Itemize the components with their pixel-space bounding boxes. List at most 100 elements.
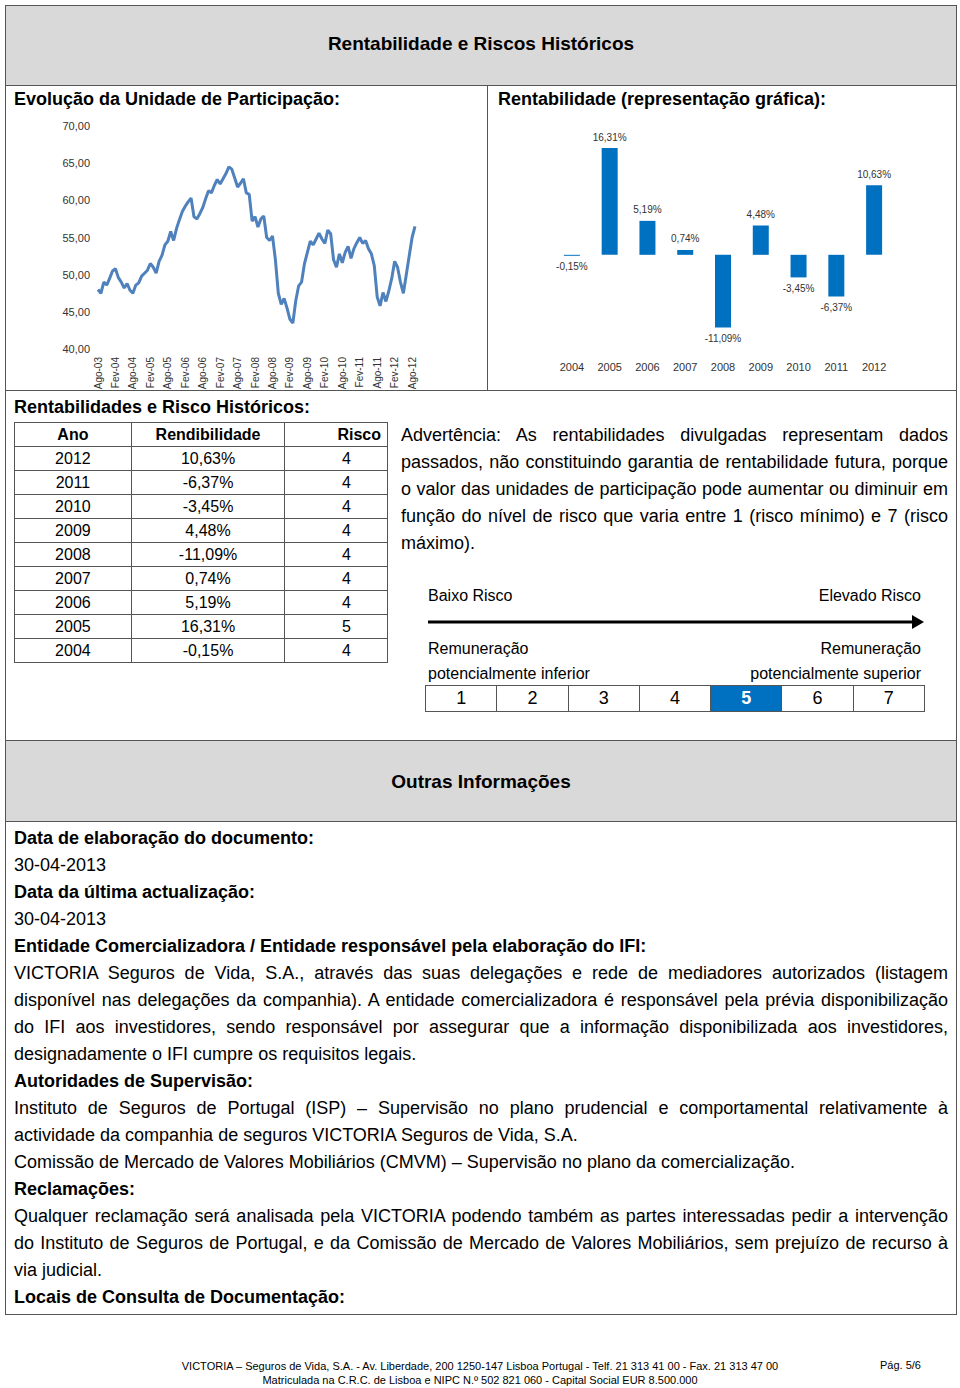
html-text:Pág. 5/6: Pág. 5/6 — [880, 1359, 921, 1371]
svg-text:65,00: 65,00 — [62, 157, 90, 169]
html-text:Evolução da Unidade de Partici: Evolução da Unidade de Participação: — [14, 89, 341, 109]
html-text:2004: 2004 — [55, 641, 91, 659]
svg-text:Fev-07: Fev-07 — [215, 357, 226, 389]
html-text:30-04-2013: 30-04-2013 — [14, 909, 107, 929]
svg-text:Ago-05: Ago-05 — [162, 357, 173, 390]
html-text:-11,09%: -11,09% — [178, 545, 238, 563]
html-text:-3,45%: -3,45% — [182, 497, 234, 515]
svg-text:Fev-04: Fev-04 — [110, 357, 121, 389]
svg-text:Fev-08: Fev-08 — [250, 357, 261, 389]
svg-text:Fev-06: Fev-06 — [180, 357, 191, 389]
html-text:Ano: Ano — [57, 425, 89, 443]
html-text:2006: 2006 — [55, 593, 91, 611]
svg-text:Ago-11: Ago-11 — [372, 357, 383, 389]
html-text:3: 3 — [598, 688, 609, 708]
svg-text:-3,45%: -3,45% — [783, 283, 815, 294]
svg-text:10,63%: 10,63% — [857, 169, 891, 180]
html-text:VICTORIA – Seguros de Vida, S.: VICTORIA – Seguros de Vida, S.A. - Av. L… — [181, 1360, 779, 1372]
svg-text:16,31%: 16,31% — [593, 132, 627, 143]
svg-text:Fev-11: Fev-11 — [354, 357, 365, 388]
html-text:6: 6 — [812, 688, 823, 708]
html-text:2012: 2012 — [55, 449, 91, 467]
html-text:4: 4 — [342, 449, 351, 467]
html-text:Locais de Consulta de Document: Locais de Consulta de Documentação: — [14, 1287, 346, 1307]
html-text:2005: 2005 — [55, 617, 91, 635]
html-text:Autoridades de Supervisão:: Autoridades de Supervisão: — [14, 1071, 254, 1091]
html-text:Elevado Risco: Elevado Risco — [818, 587, 921, 604]
svg-text:4,48%: 4,48% — [747, 209, 775, 220]
html-text:Matriculada na C.R.C. de Lisbo: Matriculada na C.R.C. de Lisboa e NIPC N… — [262, 1374, 698, 1386]
html-text:Entidade Comercializadora / En: Entidade Comercializadora / Entidade res… — [14, 936, 647, 956]
html-text:-6,37%: -6,37% — [182, 473, 234, 491]
html-text:Reclamações:: Reclamações: — [14, 1179, 136, 1199]
html-text:2011: 2011 — [55, 473, 91, 491]
svg-text:2006: 2006 — [635, 361, 659, 373]
html-text:VICTORIA Seguros de Vida, S.A.: VICTORIA Seguros de Vida, S.A., através … — [14, 963, 948, 1064]
html-text:Risco: Risco — [337, 425, 381, 443]
html-text:Baixo Risco: Baixo Risco — [428, 587, 513, 604]
html-text:2007: 2007 — [55, 569, 91, 587]
svg-text:2012: 2012 — [862, 361, 886, 373]
html-text:Data da última actualização:: Data da última actualização: — [14, 882, 256, 902]
html-text:0,74%: 0,74% — [185, 569, 231, 587]
html-text:2: 2 — [527, 688, 538, 708]
html-text:Qualquer reclamação será anali: Qualquer reclamação será analisada pela … — [14, 1206, 948, 1280]
html-text:4: 4 — [342, 497, 351, 515]
svg-text:Ago-10: Ago-10 — [337, 357, 348, 390]
svg-text:-0,15%: -0,15% — [556, 261, 588, 272]
svg-text:5,19%: 5,19% — [633, 204, 661, 215]
svg-text:60,00: 60,00 — [62, 194, 90, 206]
svg-text:Fev-12: Fev-12 — [389, 357, 400, 389]
html-text:Advertência: As rentabilidades: Advertência: As rentabilidades divulgada… — [401, 425, 948, 553]
svg-text:Fev-05: Fev-05 — [145, 357, 156, 389]
html-text:5,19%: 5,19% — [185, 593, 231, 611]
html-text:-0,15%: -0,15% — [182, 641, 234, 659]
svg-text:55,00: 55,00 — [62, 232, 90, 244]
svg-text:Ago-09: Ago-09 — [302, 357, 313, 390]
html-text:Comissão de Mercado de Valores: Comissão de Mercado de Valores Mobiliári… — [14, 1152, 795, 1172]
html-text:Remuneração potencialmente sup: Remuneração potencialmente superior — [750, 640, 921, 682]
html-text:5: 5 — [741, 688, 752, 708]
html-text:10,63%: 10,63% — [180, 449, 236, 467]
svg-text:Ago-06: Ago-06 — [197, 357, 208, 390]
html-text:4: 4 — [342, 473, 351, 491]
html-text:2009: 2009 — [55, 521, 91, 539]
html-text:4,48%: 4,48% — [185, 521, 231, 539]
svg-text:2007: 2007 — [673, 361, 697, 373]
html-text:1: 1 — [456, 688, 467, 708]
svg-text:-6,37%: -6,37% — [820, 302, 852, 313]
html-text:2008: 2008 — [55, 545, 91, 563]
svg-text:45,00: 45,00 — [62, 306, 90, 318]
svg-text:Ago-07: Ago-07 — [232, 357, 243, 390]
svg-text:2011: 2011 — [825, 361, 849, 373]
svg-text:0,74%: 0,74% — [671, 233, 699, 244]
html-text:Data de elaboração do document: Data de elaboração do documento: — [14, 828, 315, 848]
svg-text:50,00: 50,00 — [62, 269, 90, 281]
html-text:2010: 2010 — [55, 497, 91, 515]
html-text:16,31%: 16,31% — [180, 617, 236, 635]
svg-text:Fev-09: Fev-09 — [284, 357, 295, 389]
svg-text:-11,09%: -11,09% — [705, 333, 742, 344]
html-text:Rendibilidade: Rendibilidade — [155, 425, 261, 443]
svg-text:40,00: 40,00 — [62, 343, 90, 355]
svg-text:2005: 2005 — [597, 361, 621, 373]
html-text:Remuneração potencialmente inf: Remuneração potencialmente inferior — [428, 640, 590, 682]
svg-text:2009: 2009 — [749, 361, 773, 373]
svg-text:2008: 2008 — [711, 361, 735, 373]
html-text:30-04-2013: 30-04-2013 — [14, 855, 107, 875]
html-text:Outras Informações: Outras Informações — [391, 771, 571, 792]
svg-text:Ago-12: Ago-12 — [407, 357, 418, 390]
html-text:Instituto de Seguros de Portug: Instituto de Seguros de Portugal (ISP) –… — [14, 1098, 948, 1145]
svg-text:2010: 2010 — [786, 361, 810, 373]
html-text:4: 4 — [670, 688, 680, 708]
svg-text:Fev-10: Fev-10 — [319, 357, 330, 389]
html-text:Rentabilidades e Risco Históri: Rentabilidades e Risco Históricos: — [14, 397, 311, 417]
svg-text:2004: 2004 — [560, 361, 584, 373]
svg-text:70,00: 70,00 — [62, 120, 90, 132]
svg-text:Ago-04: Ago-04 — [127, 357, 138, 390]
html-text:7: 7 — [883, 688, 894, 708]
html-text:Rentabilidade e Riscos Históri: Rentabilidade e Riscos Históricos — [327, 33, 635, 54]
svg-text:Ago-03: Ago-03 — [93, 357, 104, 390]
html-text:Rentabilidade (representação g: Rentabilidade (representação gráfica): — [498, 89, 827, 109]
svg-text:Ago-08: Ago-08 — [267, 357, 278, 390]
